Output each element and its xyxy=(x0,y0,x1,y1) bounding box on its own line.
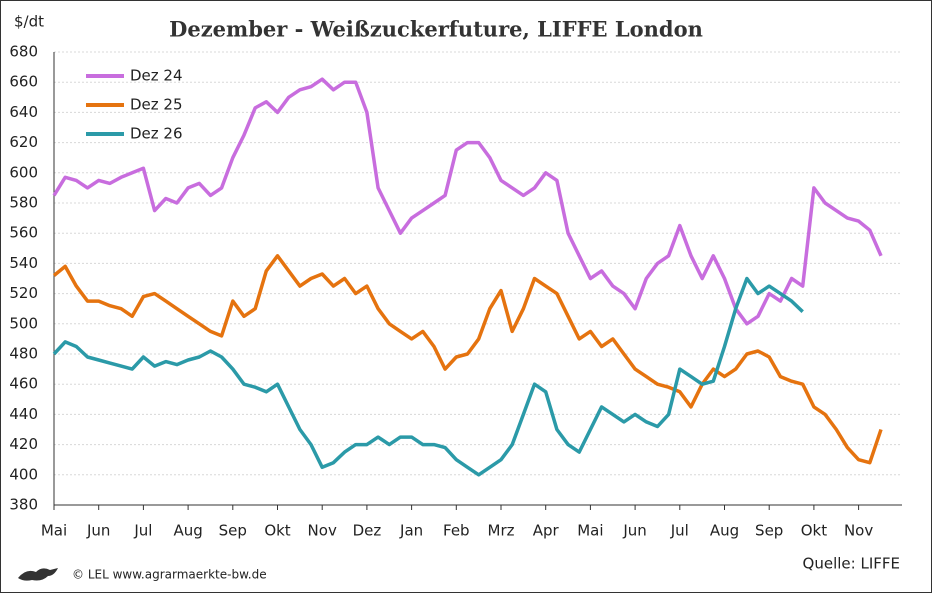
x-tick-label: Nov xyxy=(308,522,337,540)
x-tick-label: Aug xyxy=(710,522,739,540)
legend-label: Dez 25 xyxy=(130,96,183,114)
x-tick-label: Mrz xyxy=(488,522,515,540)
y-tick-label: 640 xyxy=(9,103,38,121)
legend-label: Dez 26 xyxy=(130,125,183,143)
x-tick-label: Sep xyxy=(219,522,247,540)
x-tick-label: Mai xyxy=(577,522,603,540)
y-tick-label: 420 xyxy=(9,435,38,453)
x-tick-label: Jul xyxy=(670,522,689,540)
y-tick-label: 440 xyxy=(9,405,38,423)
y-axis-label: $/dt xyxy=(14,13,44,31)
y-tick-label: 460 xyxy=(9,375,38,393)
x-tick-label: Dez xyxy=(353,522,382,540)
y-tick-label: 480 xyxy=(9,345,38,363)
y-tick-label: 600 xyxy=(9,163,38,181)
line-series xyxy=(52,77,883,326)
x-tick-label: Mai xyxy=(41,522,67,540)
x-tick-label: Sep xyxy=(755,522,783,540)
y-tick-label: 620 xyxy=(9,133,38,151)
credit: © LEL www.agrarmaerkte-bw.de xyxy=(72,568,267,582)
x-tick-label: Jul xyxy=(133,522,152,540)
line-series xyxy=(52,276,804,477)
x-tick-label: Jan xyxy=(399,522,423,540)
x-tick-label: Okt xyxy=(801,522,827,540)
y-tick-label: 680 xyxy=(9,43,38,61)
logo xyxy=(18,568,58,581)
y-tick-label: 380 xyxy=(9,496,38,514)
x-tick-label: Aug xyxy=(173,522,202,540)
y-tick-label: 540 xyxy=(9,254,38,272)
y-tick-label: 560 xyxy=(9,224,38,242)
x-tick-label: Okt xyxy=(264,522,290,540)
chart-title: Dezember - Weißzuckerfuture, LIFFE Londo… xyxy=(169,17,703,42)
x-tick-label: Jun xyxy=(86,522,110,540)
legend-label: Dez 24 xyxy=(130,67,183,85)
x-tick-label: Nov xyxy=(844,522,873,540)
source: Quelle: LIFFE xyxy=(803,555,900,573)
y-tick-label: 660 xyxy=(9,73,38,91)
y-tick-label: 520 xyxy=(9,284,38,302)
x-tick-label: Jun xyxy=(622,522,646,540)
y-tick-label: 400 xyxy=(9,465,38,483)
line-series xyxy=(52,254,883,465)
x-tick-label: Feb xyxy=(443,522,470,540)
y-tick-label: 580 xyxy=(9,194,38,212)
y-tick-label: 500 xyxy=(9,314,38,332)
x-tick-label: Apr xyxy=(533,522,560,540)
